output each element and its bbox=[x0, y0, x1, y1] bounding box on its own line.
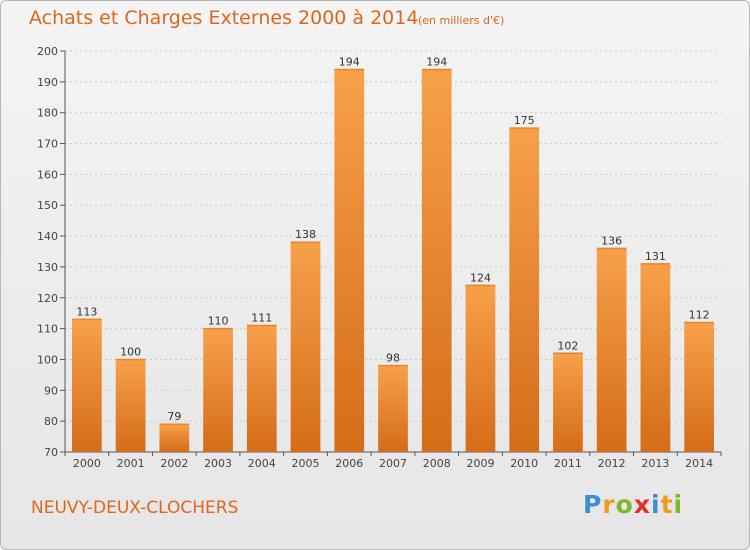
x-tick-label-2012: 2012 bbox=[598, 457, 626, 470]
bar-2001 bbox=[115, 359, 146, 452]
bar-2002 bbox=[159, 424, 190, 452]
value-label-2012: 136 bbox=[601, 234, 622, 247]
x-tick-label-2002: 2002 bbox=[160, 457, 188, 470]
y-tick-label: 190 bbox=[37, 76, 58, 89]
value-label-2009: 124 bbox=[470, 271, 491, 284]
y-tick-label: 90 bbox=[44, 384, 58, 397]
chart-subtitle: (en milliers d'€) bbox=[418, 14, 505, 27]
y-tick-label: 160 bbox=[37, 168, 58, 181]
value-labels: 113 100 79 110 111 138 194 98 194 124 175 102 136 131… bbox=[76, 56, 709, 424]
bar-2005 bbox=[290, 242, 321, 452]
bar-2010 bbox=[509, 128, 540, 452]
y-tick-label: 140 bbox=[37, 230, 58, 243]
x-tick-label-2013: 2013 bbox=[641, 457, 669, 470]
chart-title: Achats et Charges Externes 2000 à 2014 bbox=[29, 7, 419, 29]
x-tick-label-2007: 2007 bbox=[379, 457, 407, 470]
x-tick-label-2011: 2011 bbox=[554, 457, 582, 470]
y-tick-label: 180 bbox=[37, 107, 58, 120]
x-tick-label-2006: 2006 bbox=[335, 457, 363, 470]
bar-2013 bbox=[640, 263, 671, 452]
value-label-2004: 111 bbox=[251, 312, 272, 325]
bar-2008 bbox=[421, 69, 452, 452]
x-tick-label-2003: 2003 bbox=[204, 457, 232, 470]
value-label-2005: 138 bbox=[295, 228, 316, 241]
value-label-2007: 98 bbox=[386, 352, 400, 365]
x-tick-label-2014: 2014 bbox=[685, 457, 713, 470]
value-label-2001: 100 bbox=[120, 345, 141, 358]
bar-2011 bbox=[553, 353, 583, 452]
value-label-2013: 131 bbox=[645, 250, 666, 263]
y-tick-label: 120 bbox=[37, 292, 58, 305]
value-label-2011: 102 bbox=[557, 339, 578, 352]
tick-labels: 7080901001101201301401501601701801902002… bbox=[37, 45, 713, 470]
y-tick-label: 70 bbox=[44, 446, 58, 459]
y-tick-label: 150 bbox=[37, 199, 58, 212]
x-tick-label-2000: 2000 bbox=[73, 457, 101, 470]
bar-2007 bbox=[378, 365, 408, 452]
bar-2006 bbox=[334, 69, 365, 452]
y-tick-label: 200 bbox=[37, 45, 58, 58]
bar-2003 bbox=[203, 328, 233, 452]
bar-2009 bbox=[465, 285, 496, 452]
bars bbox=[71, 68, 715, 452]
x-tick-label-2001: 2001 bbox=[117, 457, 145, 470]
y-tick-label: 80 bbox=[44, 415, 58, 428]
x-tick-label-2010: 2010 bbox=[510, 457, 538, 470]
bar-2014 bbox=[684, 322, 715, 452]
value-label-2000: 113 bbox=[76, 305, 97, 318]
y-tick-label: 130 bbox=[37, 261, 58, 274]
commune-name: NEUVY-DEUX-CLOCHERS bbox=[31, 498, 239, 518]
proxiti-logo[interactable]: Proxiti bbox=[583, 490, 684, 519]
x-tick-label-2009: 2009 bbox=[466, 457, 494, 470]
value-label-2003: 110 bbox=[208, 315, 229, 328]
value-label-2014: 112 bbox=[689, 308, 710, 321]
x-tick-label-2005: 2005 bbox=[292, 457, 320, 470]
x-tick-label-2004: 2004 bbox=[248, 457, 276, 470]
bar-2012 bbox=[596, 248, 627, 452]
value-label-2008: 194 bbox=[426, 56, 447, 69]
value-label-2002: 79 bbox=[167, 410, 181, 423]
y-tick-label: 100 bbox=[37, 353, 58, 366]
bar-2000 bbox=[71, 319, 102, 452]
y-tick-label: 110 bbox=[37, 323, 58, 336]
value-label-2006: 194 bbox=[339, 56, 360, 69]
bar-2004 bbox=[246, 325, 277, 452]
x-tick-label-2008: 2008 bbox=[423, 457, 451, 470]
value-label-2010: 175 bbox=[514, 114, 535, 127]
y-tick-label: 170 bbox=[37, 138, 58, 151]
